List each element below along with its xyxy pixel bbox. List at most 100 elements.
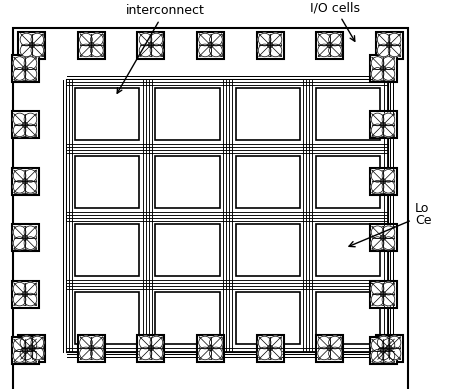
Bar <box>67 216 147 284</box>
Bar <box>236 292 300 344</box>
Circle shape <box>22 235 28 240</box>
Bar <box>155 156 219 208</box>
Bar <box>18 32 45 58</box>
Bar <box>14 226 36 249</box>
Bar <box>372 57 394 80</box>
Bar <box>78 335 105 361</box>
Circle shape <box>150 44 163 57</box>
Bar <box>21 336 43 359</box>
Circle shape <box>386 42 392 48</box>
Circle shape <box>377 33 390 46</box>
Bar <box>75 292 139 344</box>
Bar <box>308 80 388 148</box>
Bar <box>80 34 103 56</box>
Circle shape <box>13 57 26 69</box>
Circle shape <box>388 347 401 360</box>
Bar <box>67 80 388 352</box>
Circle shape <box>90 336 103 349</box>
Bar <box>67 80 147 148</box>
Bar <box>256 32 284 58</box>
Circle shape <box>20 44 33 57</box>
Circle shape <box>329 347 341 360</box>
Circle shape <box>329 336 341 349</box>
Circle shape <box>382 170 395 182</box>
Circle shape <box>208 345 213 351</box>
Bar <box>227 148 308 216</box>
Circle shape <box>382 350 395 362</box>
Bar <box>370 280 396 308</box>
Circle shape <box>24 237 37 249</box>
Circle shape <box>13 282 26 295</box>
Circle shape <box>22 122 28 128</box>
Bar <box>147 284 227 352</box>
Circle shape <box>13 113 26 126</box>
Circle shape <box>13 68 26 80</box>
Circle shape <box>208 42 213 48</box>
Bar <box>378 34 401 56</box>
Circle shape <box>377 347 390 360</box>
Bar <box>78 32 105 58</box>
Circle shape <box>199 336 212 349</box>
Circle shape <box>210 336 222 349</box>
Circle shape <box>258 33 271 46</box>
Bar <box>197 335 224 361</box>
Circle shape <box>22 348 28 353</box>
Bar <box>378 336 401 359</box>
Circle shape <box>371 124 384 137</box>
Circle shape <box>29 42 35 48</box>
Bar <box>316 292 380 344</box>
Circle shape <box>80 33 92 46</box>
Bar <box>376 335 402 361</box>
Circle shape <box>24 68 37 80</box>
Circle shape <box>24 226 37 238</box>
Bar <box>259 336 281 359</box>
Circle shape <box>29 345 35 351</box>
Bar <box>14 170 36 193</box>
Circle shape <box>13 237 26 249</box>
Circle shape <box>258 347 271 360</box>
Circle shape <box>382 57 395 69</box>
Bar <box>14 283 36 305</box>
Circle shape <box>267 345 273 351</box>
Bar <box>316 335 343 361</box>
Bar <box>370 111 396 138</box>
Circle shape <box>24 113 37 126</box>
Bar <box>67 148 147 216</box>
Circle shape <box>199 44 212 57</box>
Bar <box>80 336 103 359</box>
Circle shape <box>199 33 212 46</box>
Bar <box>372 283 394 305</box>
Circle shape <box>148 345 154 351</box>
Bar <box>308 148 388 216</box>
Bar <box>155 292 219 344</box>
Circle shape <box>371 113 384 126</box>
Circle shape <box>371 170 384 182</box>
Circle shape <box>90 347 103 360</box>
Circle shape <box>139 33 152 46</box>
Text: Ce: Ce <box>415 214 431 227</box>
Bar <box>137 335 165 361</box>
Bar <box>376 32 402 58</box>
Circle shape <box>380 179 386 184</box>
Circle shape <box>318 33 331 46</box>
Circle shape <box>371 339 384 351</box>
Circle shape <box>150 336 163 349</box>
Circle shape <box>13 226 26 238</box>
Circle shape <box>386 345 392 351</box>
Circle shape <box>31 336 44 349</box>
Circle shape <box>139 336 152 349</box>
Circle shape <box>31 33 44 46</box>
Circle shape <box>380 235 386 240</box>
Circle shape <box>24 180 37 193</box>
Circle shape <box>13 124 26 137</box>
Circle shape <box>371 68 384 80</box>
Circle shape <box>20 347 33 360</box>
Circle shape <box>24 282 37 295</box>
Circle shape <box>13 180 26 193</box>
Bar <box>155 224 219 276</box>
Bar <box>370 337 396 364</box>
Circle shape <box>329 33 341 46</box>
Circle shape <box>22 179 28 184</box>
Bar <box>316 88 380 140</box>
Circle shape <box>80 347 92 360</box>
